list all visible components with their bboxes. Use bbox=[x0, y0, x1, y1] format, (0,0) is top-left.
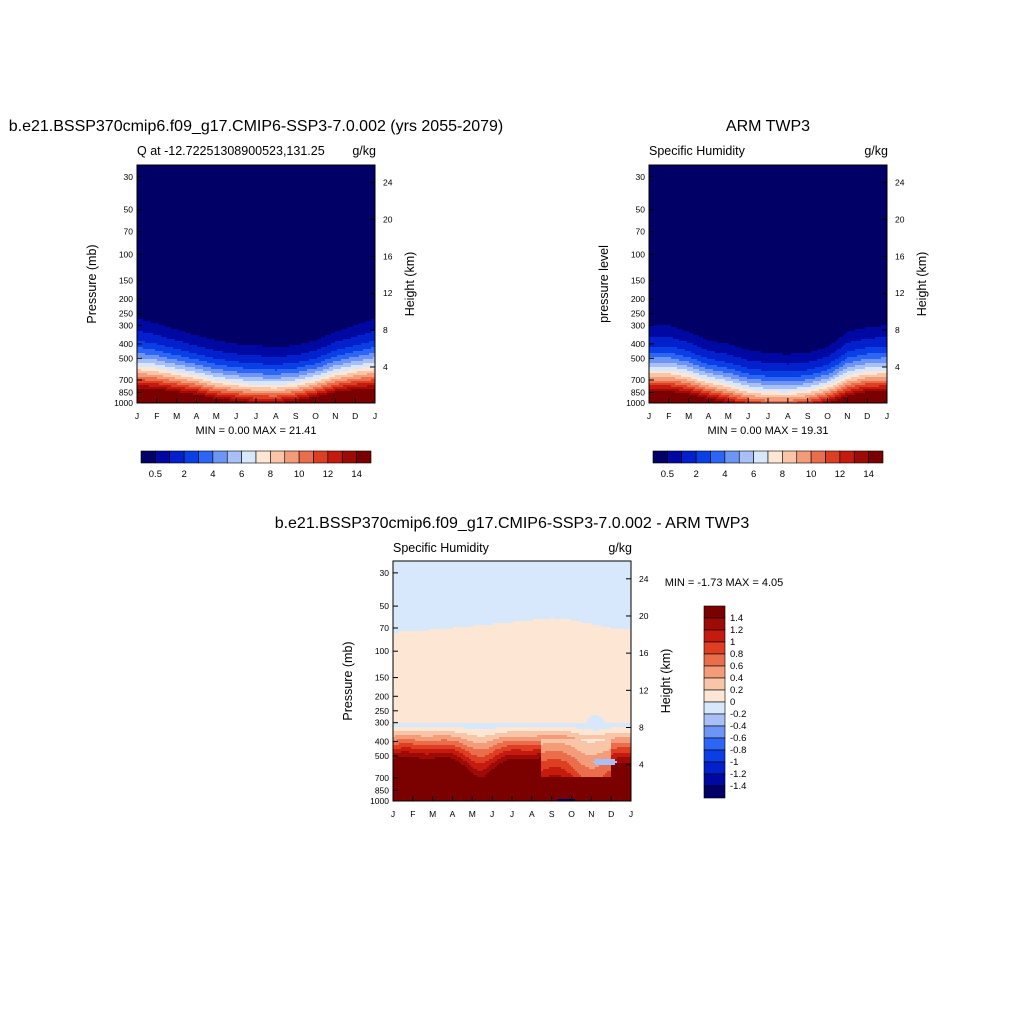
contour-field bbox=[137, 165, 375, 403]
panel-left-text: Q at -12.72251308900523,131.25 bbox=[137, 144, 325, 158]
panel-title: b.e21.BSSP370cmip6.f09_g17.CMIP6-SSP3-7.… bbox=[9, 118, 504, 135]
panel-model: b.e21.BSSP370cmip6.f09_g17.CMIP6-SSP3-7.… bbox=[9, 118, 504, 480]
panel-right-text: g/kg bbox=[352, 144, 376, 158]
